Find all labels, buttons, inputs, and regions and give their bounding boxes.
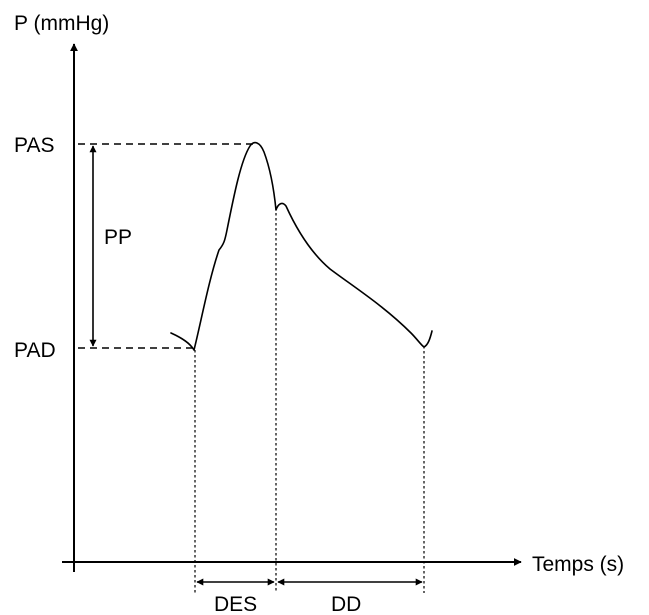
y-axis-label: P (mmHg) bbox=[14, 12, 109, 35]
pressure-curve bbox=[170, 141, 433, 351]
pad-label: PAD bbox=[14, 339, 56, 362]
x-axis-label: Temps (s) bbox=[532, 553, 624, 576]
des-label: DES bbox=[214, 593, 257, 615]
pp-label: PP bbox=[104, 226, 132, 249]
pas-label: PAS bbox=[14, 134, 54, 157]
dd-label: DD bbox=[331, 593, 361, 615]
